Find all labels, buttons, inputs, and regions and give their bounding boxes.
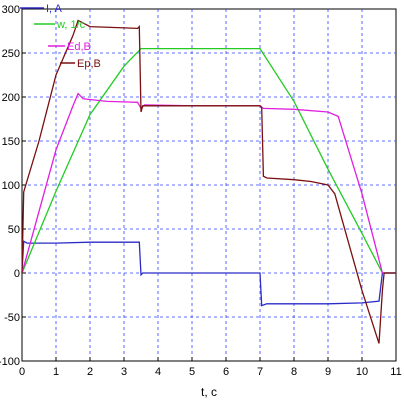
x-tick-label: 6 bbox=[223, 366, 229, 378]
y-tick-label: 50 bbox=[8, 224, 20, 236]
y-tick-label: -100 bbox=[0, 356, 20, 368]
legend-label: Ed,B bbox=[67, 41, 91, 53]
legend-label: I, A bbox=[46, 3, 63, 15]
x-tick-label: 9 bbox=[325, 366, 331, 378]
x-tick-label: 11 bbox=[390, 366, 401, 378]
x-tick-label: 4 bbox=[155, 366, 161, 378]
x-tick-label: 2 bbox=[87, 366, 93, 378]
series-line-2 bbox=[21, 47, 396, 274]
x-tick-label: 8 bbox=[291, 366, 297, 378]
y-tick-label: 0 bbox=[14, 268, 20, 280]
legend-label: w, 1/c bbox=[56, 19, 86, 31]
x-axis-label: t, c bbox=[201, 385, 217, 399]
y-tick-label: 250 bbox=[2, 48, 20, 60]
x-tick-label: 3 bbox=[121, 366, 127, 378]
y-tick-label: 300 bbox=[2, 4, 20, 16]
x-tick-label: 10 bbox=[356, 366, 368, 378]
grid-lines bbox=[22, 9, 396, 361]
x-tick-label: 7 bbox=[257, 366, 263, 378]
legend: I, A w, 1/c Ed,B Ep,B bbox=[20, 3, 101, 70]
y-tick-label: -50 bbox=[4, 312, 20, 324]
series-line-4 bbox=[21, 19, 396, 344]
x-tick-label: 5 bbox=[189, 366, 195, 378]
x-tick-label: 0 bbox=[19, 366, 25, 378]
axes: 0 1 2 3 4 5 6 7 8 9 10 11 300 250 200 150 100 50 0 -50 -100 bbox=[0, 4, 402, 378]
y-tick-label: 100 bbox=[2, 180, 20, 192]
series-line-1 bbox=[21, 240, 396, 307]
legend-label: Ep,B bbox=[77, 58, 101, 70]
data-series bbox=[21, 19, 396, 344]
x-tick-label: 1 bbox=[53, 366, 59, 378]
y-tick-label: 150 bbox=[2, 136, 20, 148]
y-tick-label: 200 bbox=[2, 92, 20, 104]
